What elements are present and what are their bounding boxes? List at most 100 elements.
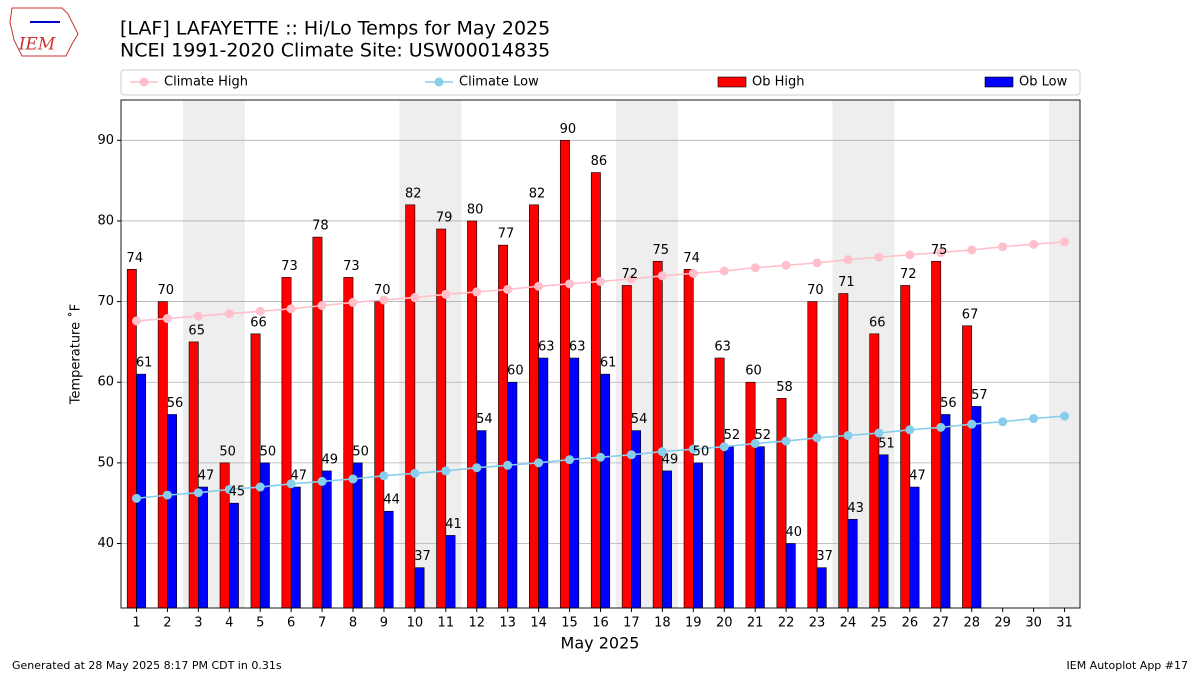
data-label: 50 — [260, 444, 277, 459]
data-label: 50 — [219, 444, 236, 459]
line-marker — [193, 488, 203, 498]
plot-frame — [120, 99, 1081, 609]
line-marker — [905, 425, 915, 435]
data-label: 73 — [281, 259, 298, 274]
bar — [745, 381, 756, 609]
line-marker — [379, 471, 389, 481]
line-marker — [905, 250, 915, 260]
line-marker — [596, 276, 605, 286]
data-label: 60 — [745, 364, 762, 379]
line-marker — [534, 281, 544, 291]
line-marker — [379, 295, 389, 305]
line-marker — [719, 266, 729, 276]
data-label: 47 — [909, 469, 926, 484]
bar — [312, 236, 323, 609]
legend-box — [120, 69, 1081, 96]
data-label: 63 — [538, 340, 555, 355]
bar — [167, 414, 177, 609]
x-tick-label: 17 — [623, 616, 640, 631]
line-marker — [286, 479, 296, 489]
y-axis-label: Temperature ˚F — [68, 304, 84, 405]
y-tick-label: 80 — [97, 213, 114, 228]
data-label: 74 — [683, 251, 700, 266]
line-marker — [162, 314, 172, 324]
x-tick-label: 22 — [778, 616, 795, 631]
line-marker — [874, 428, 884, 438]
line-marker — [410, 293, 420, 303]
line-marker — [874, 252, 884, 262]
line-marker — [936, 422, 946, 432]
line-marker — [688, 268, 698, 278]
data-label: 40 — [785, 525, 802, 540]
bar — [816, 567, 827, 609]
data-label: 75 — [931, 243, 948, 258]
line-marker — [472, 463, 482, 473]
line-marker — [565, 455, 575, 465]
data-label: 50 — [352, 444, 369, 459]
chart-title: [LAF] LAFAYETTE :: Hi/Lo Temps for May 2… — [120, 18, 550, 40]
x-tick-label: 11 — [438, 616, 455, 631]
data-label: 41 — [445, 517, 462, 532]
data-label: 37 — [816, 549, 833, 564]
y-tick-label: 40 — [97, 536, 114, 551]
data-label: 70 — [374, 283, 391, 298]
bar — [498, 244, 508, 609]
legend-marker — [434, 77, 444, 87]
x-tick-label: 6 — [287, 616, 295, 631]
data-label: 44 — [383, 493, 400, 508]
bar — [838, 293, 849, 609]
line-marker — [626, 274, 636, 284]
data-label: 86 — [591, 154, 608, 169]
x-tick-label: 4 — [225, 616, 233, 631]
line-marker — [224, 484, 234, 494]
x-tick-label: 12 — [468, 616, 485, 631]
x-tick-label: 10 — [407, 616, 424, 631]
line-marker — [843, 430, 853, 440]
x-tick-label: 3 — [194, 616, 202, 631]
x-tick-label: 16 — [592, 616, 609, 631]
bar — [321, 470, 332, 609]
bar — [971, 406, 982, 609]
bar — [693, 462, 703, 609]
weekend-band — [1049, 100, 1080, 608]
legend-label: Ob High — [752, 75, 805, 90]
data-label: 47 — [198, 469, 215, 484]
line-marker — [657, 271, 667, 281]
bar — [436, 228, 447, 609]
logo-text: IEM — [18, 35, 56, 55]
bar — [785, 543, 796, 609]
data-label: 66 — [869, 315, 886, 330]
legend-label: Climate Low — [459, 75, 539, 90]
bar — [529, 204, 539, 609]
line-marker — [750, 263, 760, 273]
line-marker — [1060, 411, 1070, 421]
line-marker — [348, 474, 358, 484]
data-label: 61 — [136, 356, 153, 371]
line-marker — [193, 311, 203, 321]
bar — [878, 454, 889, 609]
x-tick-label: 28 — [963, 616, 980, 631]
data-label: 82 — [405, 186, 422, 201]
bar — [962, 325, 973, 609]
legend-label: Climate High — [164, 75, 248, 90]
data-label: 56 — [940, 396, 957, 411]
bar — [198, 486, 208, 609]
line-marker — [255, 482, 265, 492]
x-tick-label: 5 — [256, 616, 264, 631]
line-marker — [1060, 237, 1070, 247]
legend-marker — [139, 77, 149, 87]
data-label: 75 — [652, 243, 669, 258]
data-label: 37 — [414, 549, 431, 564]
x-tick-label: 31 — [1056, 616, 1073, 631]
bar — [569, 357, 580, 609]
bar — [383, 510, 394, 609]
x-tick-label: 24 — [840, 616, 857, 631]
line-marker — [812, 258, 822, 268]
bar — [281, 277, 292, 609]
line-marker — [441, 289, 451, 299]
logo-outline — [9, 7, 79, 57]
x-tick-label: 18 — [654, 616, 671, 631]
data-label: 51 — [878, 436, 895, 451]
data-label: 70 — [807, 283, 824, 298]
